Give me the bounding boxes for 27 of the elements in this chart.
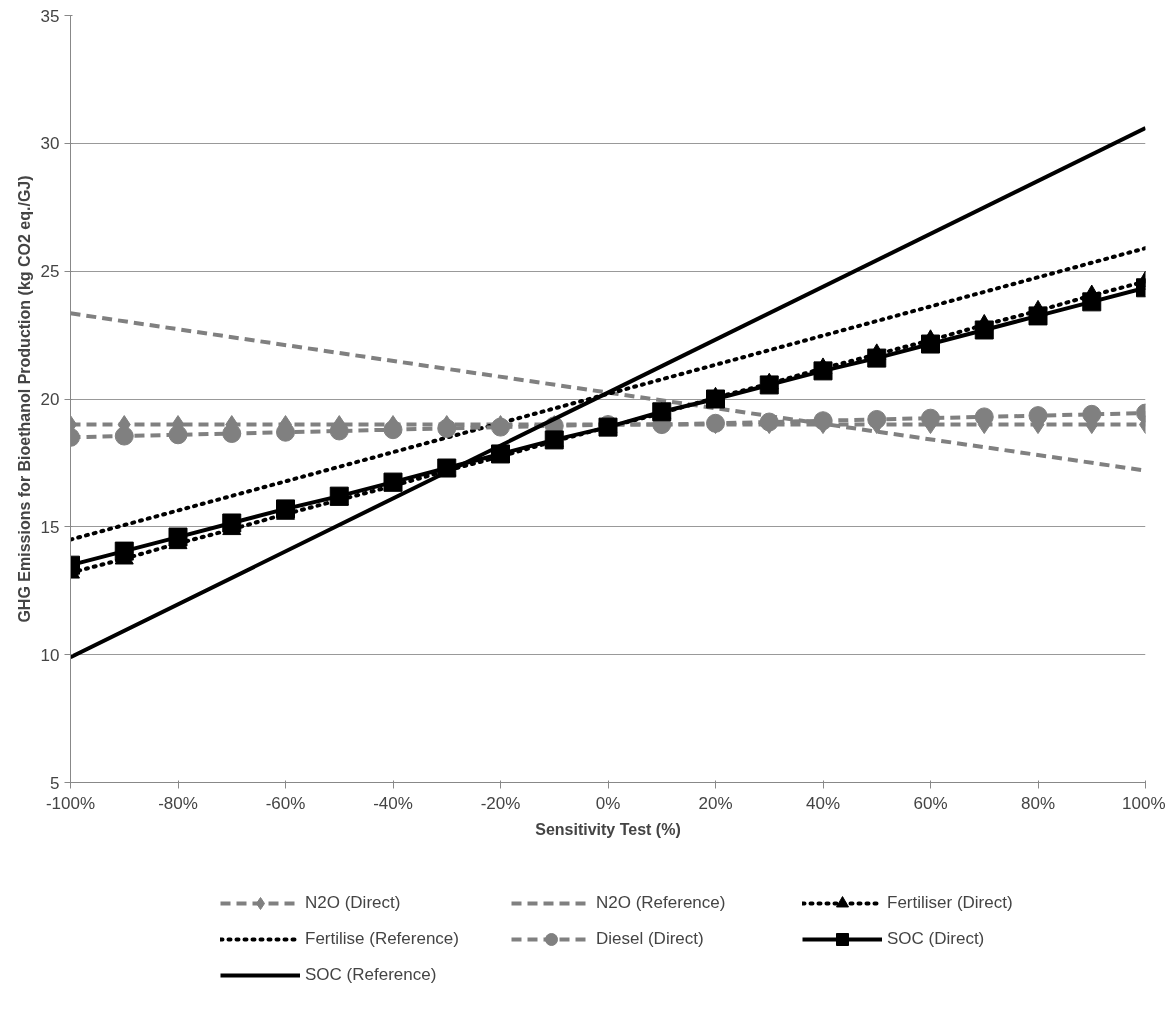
legend-label: N2O (Reference) bbox=[596, 893, 727, 913]
x-tick-label: 60% bbox=[913, 793, 948, 813]
legend-label: SOC (Reference) bbox=[305, 965, 438, 985]
y-tick-label: 10 bbox=[40, 645, 60, 665]
x-tick-label: 80% bbox=[1020, 793, 1056, 813]
x-axis-title: Sensitivity Test (%) bbox=[535, 820, 681, 838]
y-tick-label: 30 bbox=[40, 134, 60, 154]
x-tick-label: 20% bbox=[698, 793, 733, 813]
x-tick-label: -20% bbox=[480, 793, 521, 813]
legend-label: SOC (Direct) bbox=[887, 929, 986, 949]
x-tick-label: -60% bbox=[265, 793, 306, 813]
y-tick-label: 5 bbox=[50, 773, 60, 793]
x-tick-label: 40% bbox=[805, 793, 841, 813]
legend-label: Fertilise (Reference) bbox=[305, 929, 460, 949]
y-tick-label: 20 bbox=[40, 390, 60, 409]
legend-label: Diesel (Direct) bbox=[596, 929, 705, 949]
y-axis-title: GHG Emissions for Bioethanol Production (kg CO2 eq./GJ) bbox=[15, 175, 33, 623]
x-tick-label: -80% bbox=[158, 793, 198, 813]
y-tick-label: 35 bbox=[40, 6, 60, 26]
legend-label: N2O (Direct) bbox=[305, 893, 402, 913]
legend-label: Fertiliser (Direct) bbox=[887, 893, 1014, 913]
x-tick-label: -100% bbox=[45, 793, 96, 813]
y-tick-label: 25 bbox=[40, 262, 60, 282]
x-tick-label: -40% bbox=[373, 793, 413, 813]
x-tick-label: 0% bbox=[595, 793, 621, 813]
x-tick-label: 100% bbox=[1122, 793, 1166, 813]
y-tick-label: 15 bbox=[40, 517, 60, 537]
